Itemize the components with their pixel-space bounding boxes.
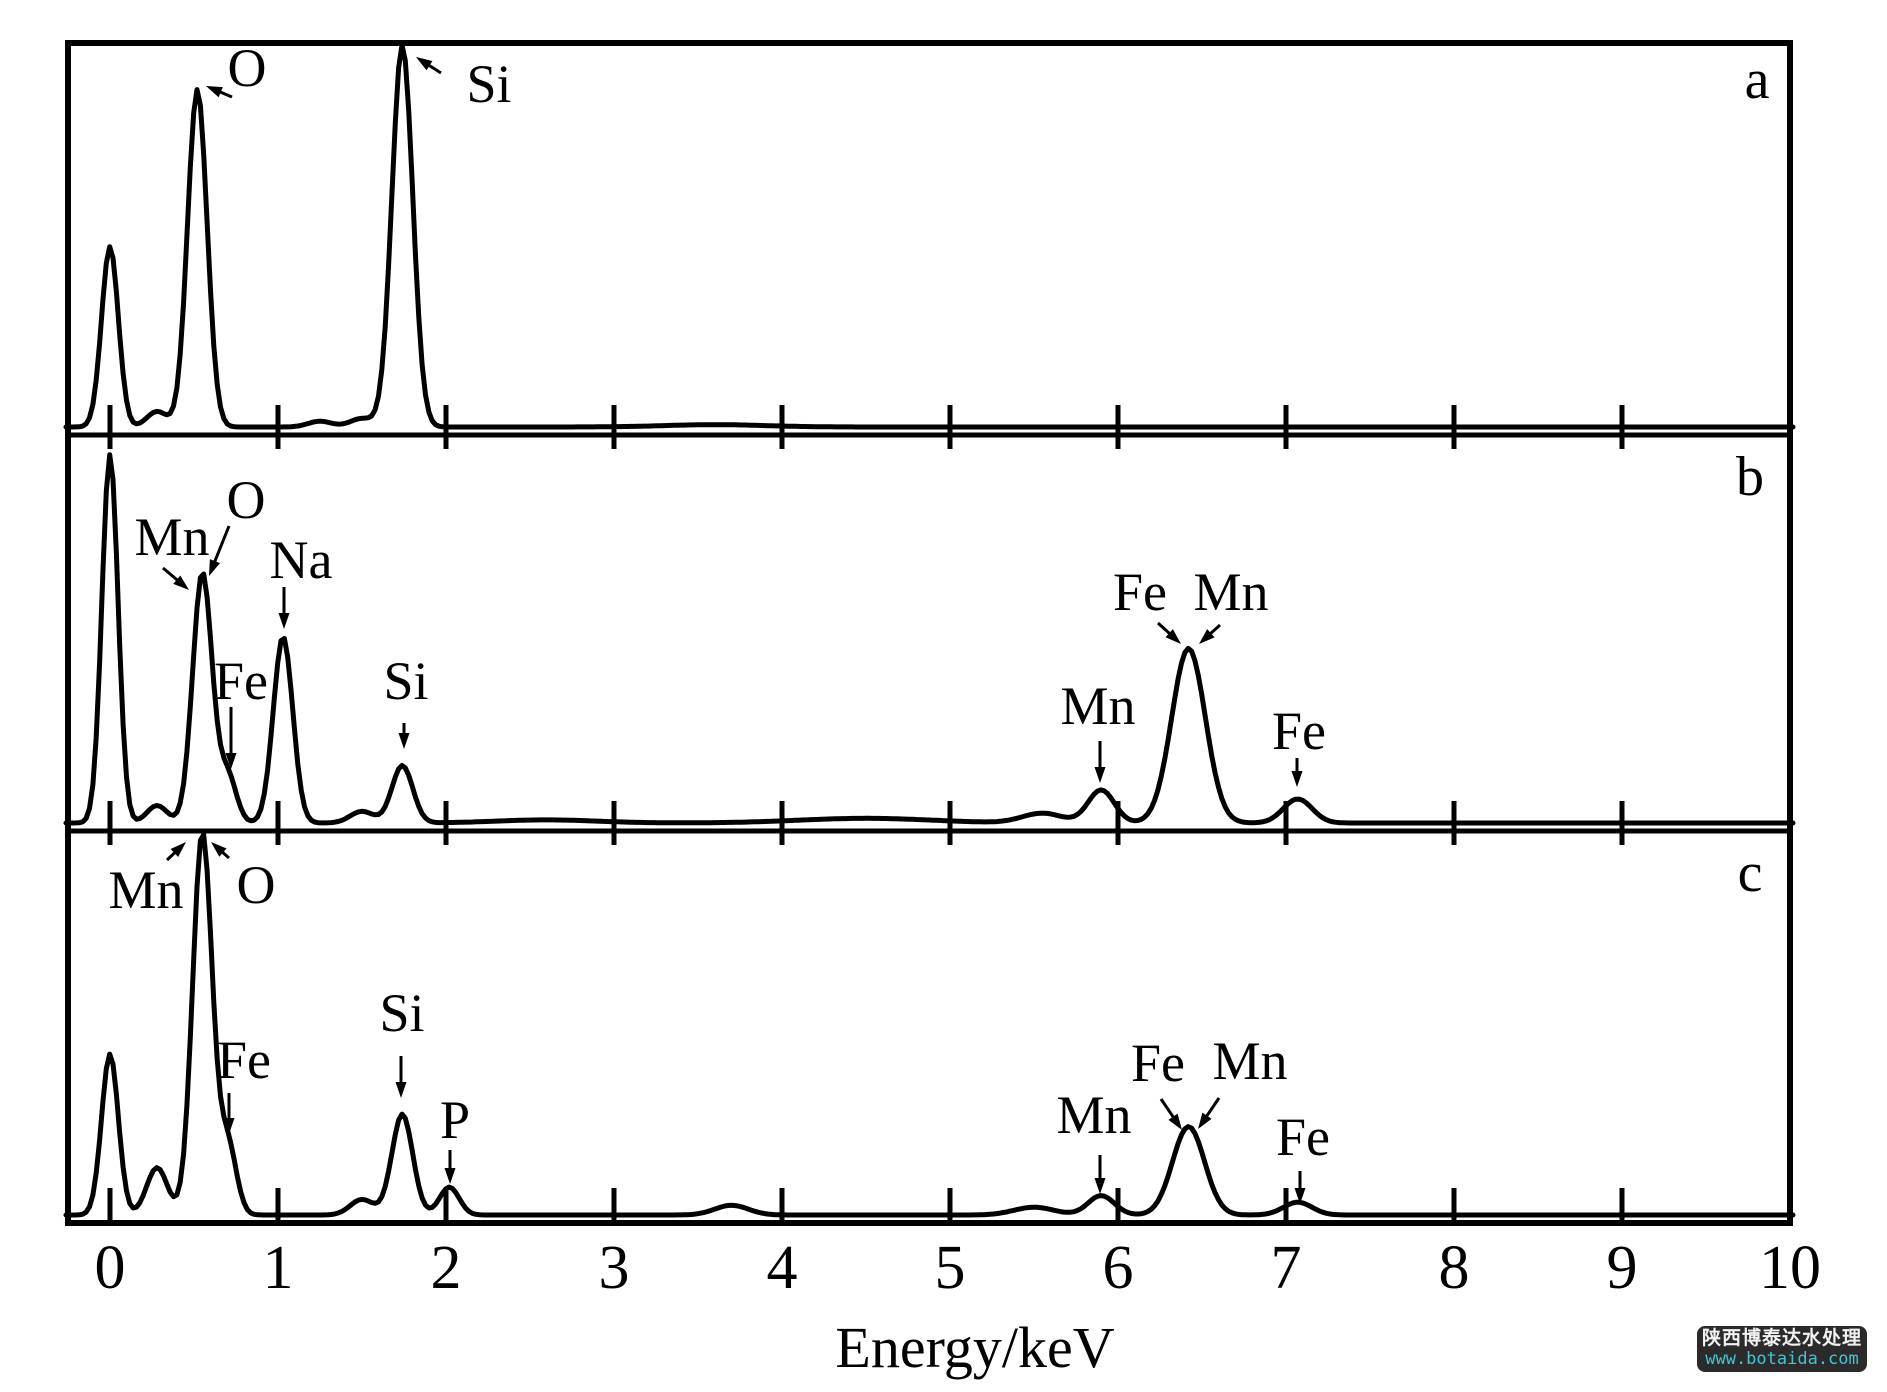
x-tick-label-5: 5: [934, 1234, 966, 1302]
panel-letter-b: b: [1736, 446, 1764, 508]
panel-letter-a: a: [1744, 49, 1770, 111]
annotation-arrowhead: [209, 559, 221, 576]
element-label-o: O: [226, 470, 266, 530]
element-label-mn: Mn: [1193, 562, 1269, 622]
annotation-arrow: [211, 525, 231, 568]
annotation-arrowhead: [1165, 629, 1181, 644]
element-label-na: Na: [269, 530, 333, 590]
watermark-text: 陕西博泰达水处理: [1701, 1328, 1862, 1350]
annotation-arrowhead: [416, 57, 433, 71]
annotation-arrowhead: [444, 1168, 456, 1184]
annotation-arrowhead: [206, 86, 223, 98]
x-tick-label-9: 9: [1606, 1234, 1638, 1302]
x-tick-label-7: 7: [1270, 1234, 1302, 1302]
annotation-arrowhead: [398, 733, 410, 749]
element-label-fe: Fe: [1131, 1033, 1185, 1093]
annotation-arrowhead: [1094, 767, 1106, 783]
annotation-arrowhead: [1199, 629, 1215, 644]
panel-letter-c: c: [1737, 842, 1763, 904]
annotation-arrowhead: [225, 753, 237, 769]
x-tick-label-10: 10: [1759, 1234, 1821, 1302]
spectrum-curve-a: [63, 42, 1796, 430]
x-tick-label-0: 0: [94, 1234, 126, 1302]
annotation-arrowhead: [1294, 1188, 1306, 1204]
annotation-arrowhead: [1094, 1178, 1106, 1194]
element-label-si: Si: [466, 54, 512, 114]
element-label-fe: Fe: [217, 1030, 271, 1090]
element-label-o: O: [227, 38, 267, 98]
x-tick-label-2: 2: [430, 1234, 462, 1302]
annotation-arrowhead: [170, 842, 186, 857]
watermark-badge: 陕西博泰达水处理 www.botaida.com: [1697, 1326, 1867, 1372]
element-label-si: Si: [383, 651, 429, 711]
element-label-si: Si: [379, 983, 425, 1043]
spectrum-curve-b: [63, 452, 1796, 826]
annotation-arrowhead: [1168, 1113, 1182, 1130]
annotation-arrowhead: [395, 1082, 407, 1098]
x-tick-label-4: 4: [766, 1234, 798, 1302]
x-tick-label-8: 8: [1438, 1234, 1470, 1302]
element-label-o: O: [236, 855, 276, 915]
element-label-p: P: [439, 1090, 471, 1150]
x-tick-label-6: 6: [1102, 1234, 1134, 1302]
annotation-arrowhead: [1291, 771, 1303, 787]
element-label-mn: Mn: [108, 860, 184, 920]
annotation-arrowhead: [278, 613, 290, 629]
plot-border: [65, 40, 1793, 1226]
element-label-mn: Mn: [1212, 1031, 1288, 1091]
element-label-fe: Fe: [1276, 1107, 1330, 1167]
x-tick-label-3: 3: [598, 1234, 630, 1302]
element-label-mn: Mn: [1060, 676, 1136, 736]
element-label-fe: Fe: [1113, 562, 1167, 622]
annotation-arrowhead: [1198, 1112, 1212, 1129]
annotation-arrowhead: [173, 575, 189, 590]
annotation-arrowhead: [211, 842, 227, 857]
element-label-mn: Mn: [134, 507, 210, 567]
x-axis-title: Energy/keV: [835, 1315, 1115, 1380]
annotation-arrowhead: [223, 1118, 235, 1134]
element-label-fe: Fe: [214, 651, 268, 711]
element-label-fe: Fe: [1272, 701, 1326, 761]
spectrum-curve-c: [63, 832, 1796, 1218]
x-tick-label-1: 1: [262, 1234, 294, 1302]
watermark-url: www.botaida.com: [1705, 1349, 1859, 1370]
element-label-mn: Mn: [1056, 1085, 1132, 1145]
